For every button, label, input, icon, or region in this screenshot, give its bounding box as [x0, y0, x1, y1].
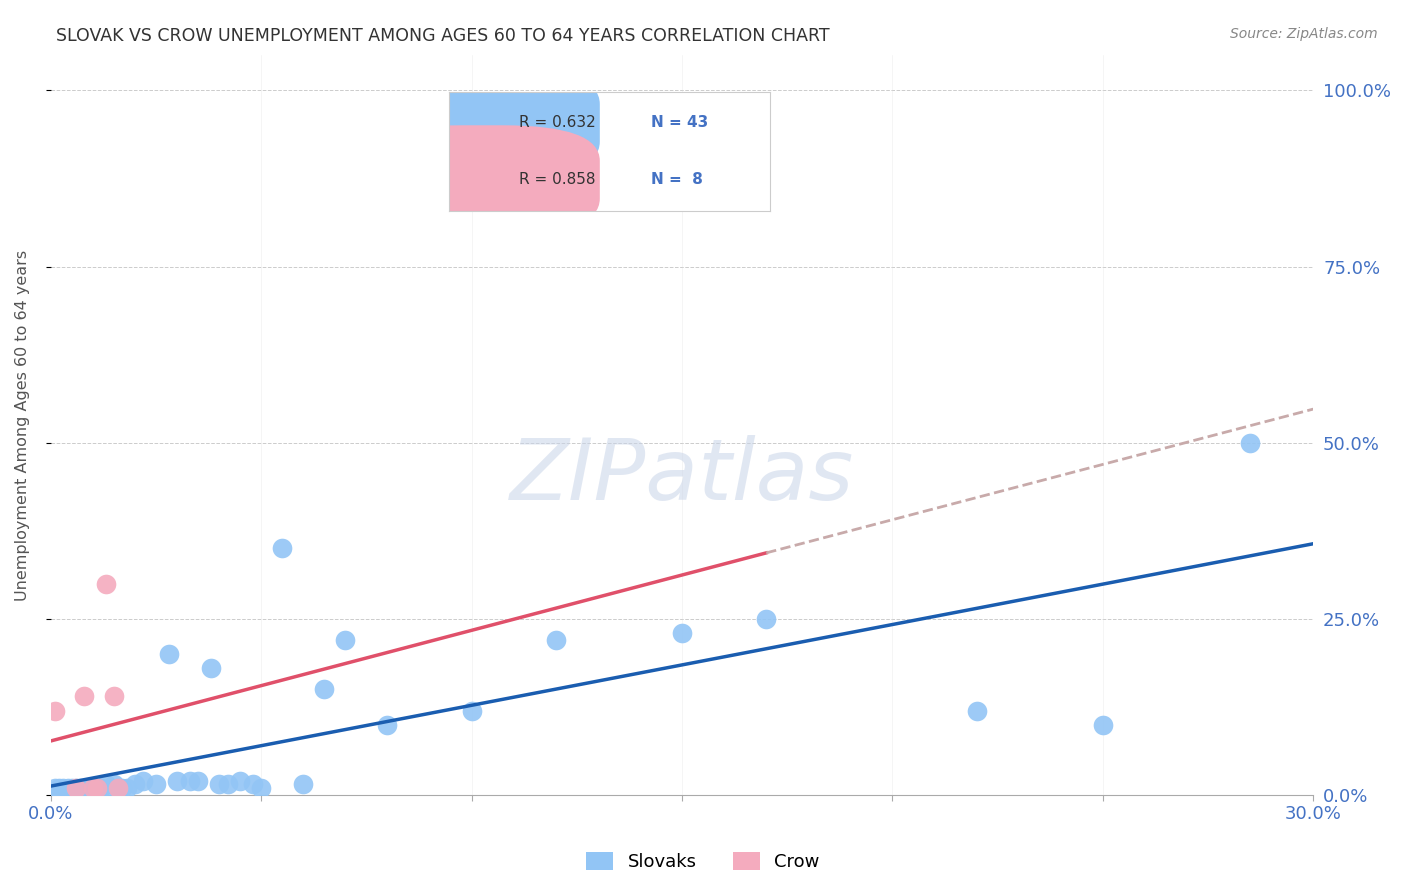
- Point: [229, 774, 252, 789]
- Point: [671, 626, 693, 640]
- Point: [208, 777, 231, 791]
- Point: [82, 780, 104, 795]
- Point: [52, 780, 75, 795]
- Point: [115, 780, 138, 795]
- Point: [755, 612, 778, 626]
- Point: [73, 690, 96, 704]
- Point: [107, 780, 129, 795]
- Point: [90, 780, 112, 795]
- Point: [166, 774, 188, 789]
- Point: [60, 780, 83, 795]
- Point: [73, 780, 96, 795]
- Point: [86, 780, 108, 795]
- Point: [335, 633, 357, 648]
- Point: [187, 774, 209, 789]
- Point: [271, 541, 294, 556]
- Point: [65, 780, 87, 795]
- Legend: Slovaks, Crow: Slovaks, Crow: [579, 845, 827, 879]
- Point: [98, 780, 121, 795]
- Point: [460, 704, 482, 718]
- Point: [44, 704, 66, 718]
- Point: [377, 717, 399, 731]
- Point: [82, 780, 104, 795]
- Point: [103, 777, 125, 791]
- Point: [56, 780, 79, 795]
- Point: [217, 777, 239, 791]
- Point: [1239, 435, 1261, 450]
- Point: [242, 777, 264, 791]
- Point: [65, 780, 87, 795]
- Point: [544, 633, 567, 648]
- Point: [94, 777, 117, 791]
- Point: [157, 647, 180, 661]
- Point: [86, 780, 108, 795]
- Point: [94, 576, 117, 591]
- Point: [145, 777, 167, 791]
- Text: ZIPatlas: ZIPatlas: [510, 435, 855, 518]
- Point: [179, 774, 201, 789]
- Point: [292, 777, 315, 791]
- Point: [314, 682, 336, 697]
- Point: [69, 780, 91, 795]
- Point: [132, 774, 155, 789]
- Point: [44, 780, 66, 795]
- Point: [103, 690, 125, 704]
- Point: [48, 780, 70, 795]
- Point: [966, 704, 988, 718]
- Point: [200, 661, 222, 675]
- Point: [111, 780, 134, 795]
- Text: SLOVAK VS CROW UNEMPLOYMENT AMONG AGES 60 TO 64 YEARS CORRELATION CHART: SLOVAK VS CROW UNEMPLOYMENT AMONG AGES 6…: [56, 27, 830, 45]
- Point: [77, 780, 100, 795]
- Point: [250, 780, 273, 795]
- Point: [107, 780, 129, 795]
- Point: [1091, 717, 1114, 731]
- Text: Source: ZipAtlas.com: Source: ZipAtlas.com: [1230, 27, 1378, 41]
- Point: [124, 777, 146, 791]
- Y-axis label: Unemployment Among Ages 60 to 64 years: Unemployment Among Ages 60 to 64 years: [15, 250, 30, 600]
